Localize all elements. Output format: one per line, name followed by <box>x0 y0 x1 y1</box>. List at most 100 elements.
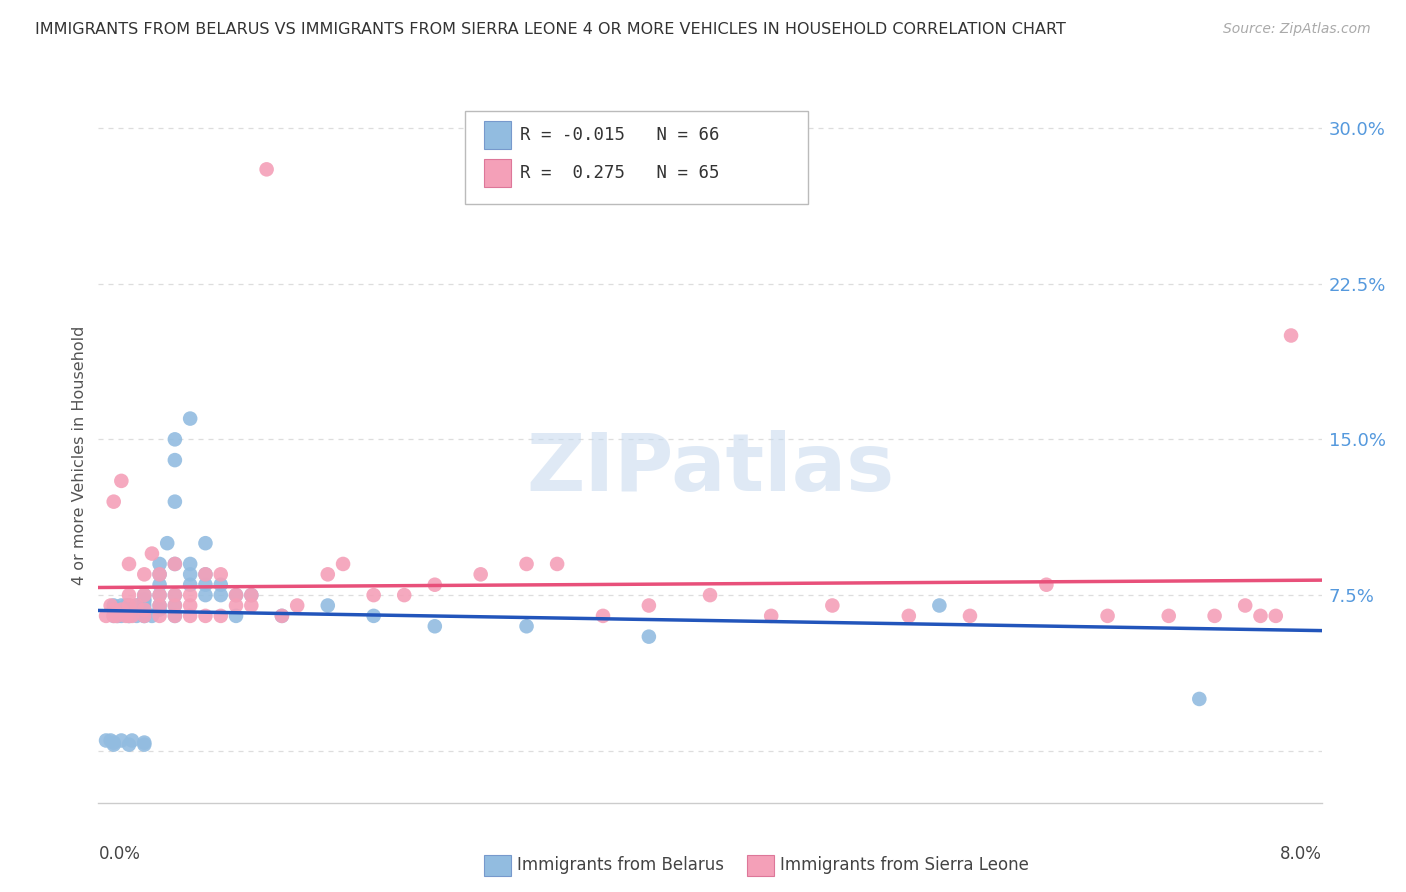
Point <box>285 599 308 613</box>
Point <box>110 733 132 747</box>
Point <box>363 588 385 602</box>
Point <box>423 578 446 592</box>
Point <box>209 578 232 592</box>
Point <box>516 557 538 571</box>
Point <box>209 567 232 582</box>
Point <box>163 608 186 623</box>
Point <box>225 608 247 623</box>
Point <box>332 557 354 571</box>
Point <box>194 567 217 582</box>
Point <box>592 608 614 623</box>
Point <box>118 599 141 613</box>
Point <box>699 588 721 602</box>
Point <box>194 608 217 623</box>
Point <box>125 599 148 613</box>
Point <box>179 608 201 623</box>
Point <box>125 608 148 623</box>
Point <box>179 557 201 571</box>
Point <box>179 567 201 582</box>
Point <box>110 608 132 623</box>
Point <box>103 735 125 749</box>
Point <box>134 608 156 623</box>
Point <box>118 608 141 623</box>
Point <box>163 557 186 571</box>
Point <box>928 599 950 613</box>
Point <box>103 599 125 613</box>
Point <box>118 557 141 571</box>
Point <box>94 733 117 747</box>
Point <box>1157 608 1180 623</box>
Point <box>141 547 163 561</box>
Point <box>423 619 446 633</box>
Point <box>134 588 156 602</box>
Text: Immigrants from Sierra Leone: Immigrants from Sierra Leone <box>780 856 1029 874</box>
Point <box>179 578 201 592</box>
Point <box>1035 578 1057 592</box>
Point <box>149 578 172 592</box>
Point <box>134 567 156 582</box>
Point <box>149 567 172 582</box>
Point <box>105 608 128 623</box>
Bar <box>484 159 510 187</box>
Bar <box>484 855 510 876</box>
Bar <box>747 855 773 876</box>
Point <box>194 567 217 582</box>
Point <box>163 588 186 602</box>
Point <box>516 619 538 633</box>
Point <box>470 567 492 582</box>
Point <box>163 494 186 508</box>
Point <box>163 588 186 602</box>
Point <box>134 608 156 623</box>
Point <box>156 536 179 550</box>
Point <box>149 557 172 571</box>
Point <box>194 536 217 550</box>
Point <box>897 608 920 623</box>
Point <box>149 588 172 602</box>
Point <box>118 738 141 752</box>
Point <box>1188 692 1211 706</box>
Point <box>163 608 186 623</box>
Text: Immigrants from Belarus: Immigrants from Belarus <box>517 856 724 874</box>
Point <box>1249 608 1271 623</box>
Point <box>637 630 661 644</box>
Point <box>118 599 141 613</box>
Text: R = -0.015   N = 66: R = -0.015 N = 66 <box>520 126 720 144</box>
Point <box>256 162 278 177</box>
Point <box>94 608 117 623</box>
Point <box>105 608 128 623</box>
Point <box>194 588 217 602</box>
Point <box>179 588 201 602</box>
Point <box>1234 599 1257 613</box>
Point <box>121 733 143 747</box>
Point <box>134 599 156 613</box>
Text: 0.0%: 0.0% <box>98 845 141 863</box>
Point <box>149 588 172 602</box>
Point <box>125 599 148 613</box>
Point <box>100 733 122 747</box>
Point <box>225 588 247 602</box>
Point <box>194 578 217 592</box>
Text: Source: ZipAtlas.com: Source: ZipAtlas.com <box>1223 22 1371 37</box>
Point <box>240 588 263 602</box>
Point <box>225 588 247 602</box>
Point <box>209 588 232 602</box>
Bar <box>484 121 510 149</box>
Point <box>115 608 138 623</box>
Text: IMMIGRANTS FROM BELARUS VS IMMIGRANTS FROM SIERRA LEONE 4 OR MORE VEHICLES IN HO: IMMIGRANTS FROM BELARUS VS IMMIGRANTS FR… <box>35 22 1066 37</box>
Point <box>149 602 172 616</box>
Point <box>134 588 156 602</box>
Point <box>134 608 156 623</box>
Point <box>316 599 339 613</box>
Point <box>270 608 294 623</box>
Text: R =  0.275   N = 65: R = 0.275 N = 65 <box>520 164 720 182</box>
Point <box>392 588 416 602</box>
Point <box>121 608 143 623</box>
Point <box>134 602 156 616</box>
Point <box>103 602 125 616</box>
Point <box>759 608 782 623</box>
Point <box>316 567 339 582</box>
Text: ZIPatlas: ZIPatlas <box>526 430 894 508</box>
Point <box>225 599 247 613</box>
Point <box>110 474 132 488</box>
Point <box>134 602 156 616</box>
